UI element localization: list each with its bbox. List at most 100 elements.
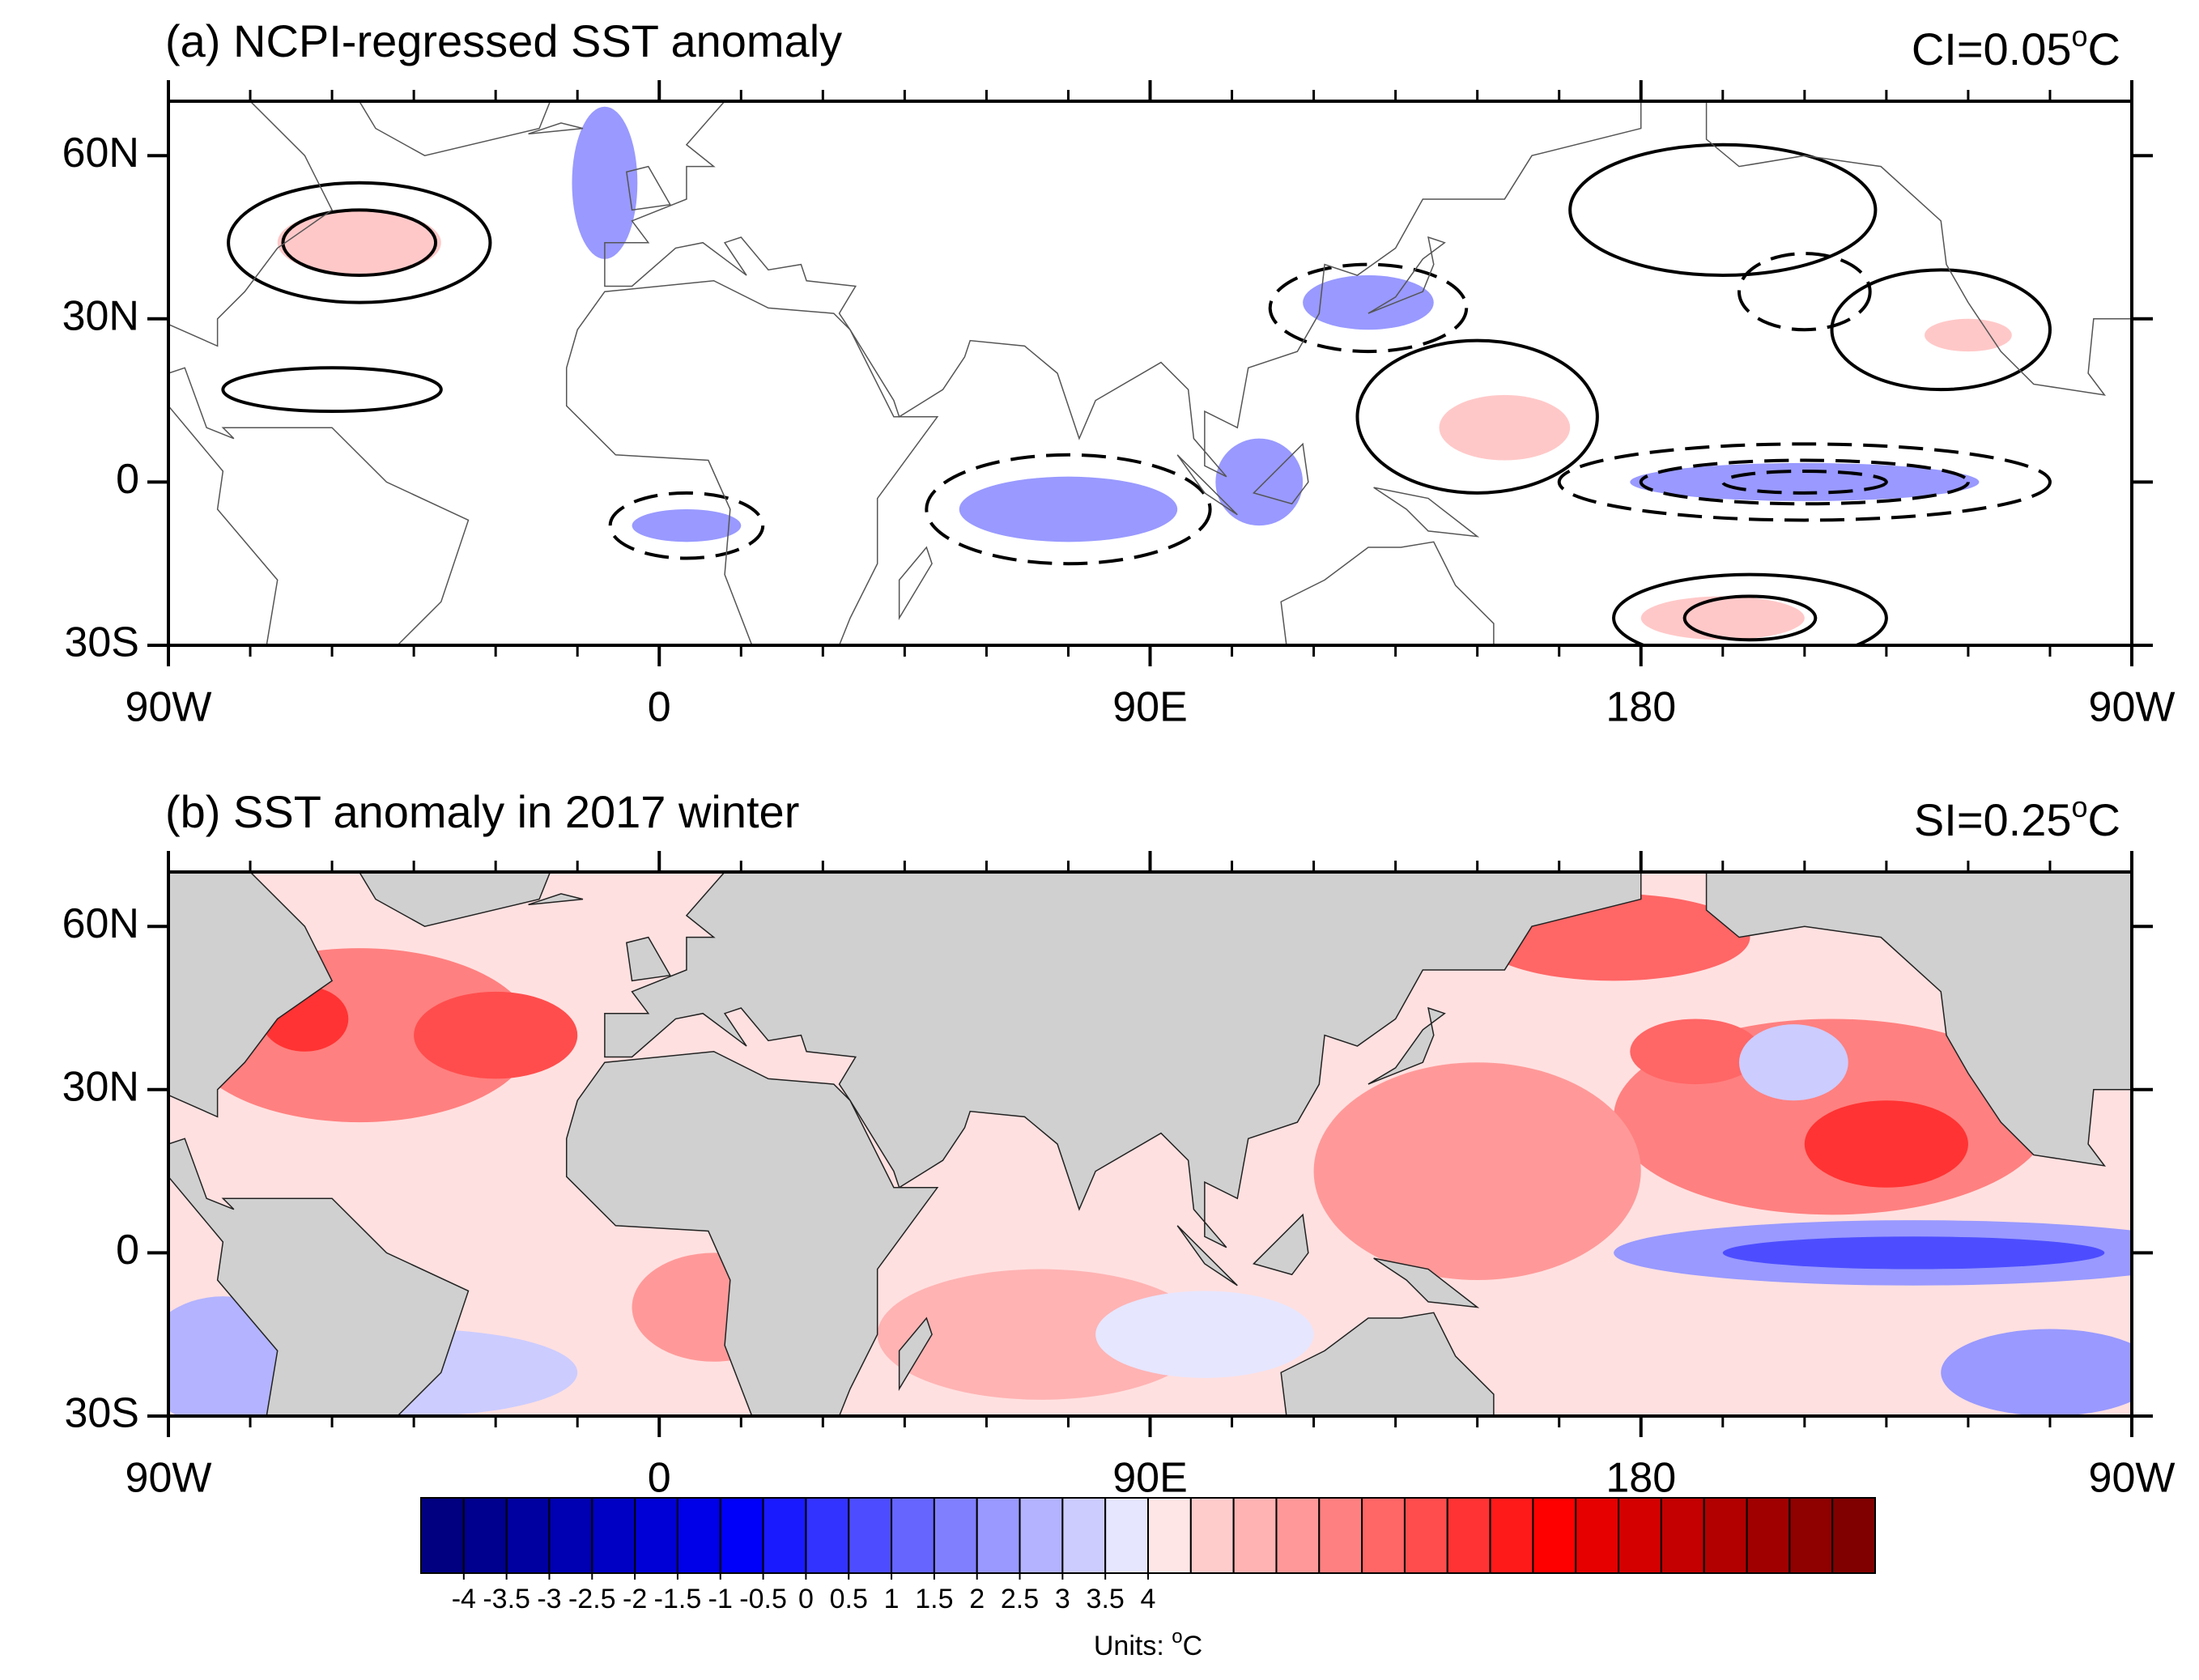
panel-title: (a) NCPI-regressed SST anomaly [165,15,842,66]
contour [925,453,1212,566]
x-tick-label: 90E [1112,684,1188,731]
contour [1268,262,1469,354]
land [625,936,671,982]
land [168,872,334,1118]
colorbar-label: 2 [969,1584,985,1614]
significant-region [1925,318,2012,352]
colorbar-box [848,1497,893,1574]
land [565,279,939,645]
colorbar-box [1318,1497,1363,1574]
units-text: Units: [1094,1631,1172,1661]
land [1280,1312,1495,1416]
colorbar-box [420,1497,465,1574]
land [1253,442,1309,505]
map [168,101,2132,645]
land [1176,1225,1238,1287]
land [898,1316,933,1392]
colorbar-box [676,1497,721,1574]
contour [608,491,765,560]
land [168,1138,470,1416]
x-tick-label: 180 [1606,684,1676,731]
anomaly-region [1941,1329,2132,1416]
note-unit: C [2088,794,2120,845]
land [1367,236,1446,314]
colorbar-label: 0 [798,1584,814,1614]
colorbar-box [933,1497,978,1574]
colorbar-box [591,1497,636,1574]
x-tick-label: 90W [125,1455,212,1502]
land [604,101,1642,478]
note-text: SI=0.25 [1914,794,2072,845]
land [168,367,470,645]
colorbar-label: 1 [884,1584,900,1614]
colorbar-box [1147,1497,1192,1574]
colorbar-label: -2.5 [568,1584,616,1614]
land [1176,454,1238,516]
x-tick-label: 90W [2089,684,2176,731]
land [528,122,584,135]
colorbar-label: -0.5 [739,1584,787,1614]
significant-region [1640,596,1805,640]
land [168,101,334,347]
colorbar-label: -4 [452,1584,476,1614]
contour [1355,338,1599,495]
land [1373,487,1480,538]
colorbar-label: -2 [623,1584,647,1614]
contour [1568,142,1878,278]
land [898,546,933,621]
interval-note: SI=0.25oC [1914,790,2120,845]
x-tick-label: 90W [2089,1455,2176,1502]
anomaly-region [1722,1236,2105,1270]
land [1705,101,2132,396]
contour [1682,594,1818,642]
contour [1557,442,2052,522]
colorbar-box [505,1497,551,1574]
land [1280,541,1495,645]
x-tick-label: 180 [1606,1455,1676,1502]
y-tick-label: 60N [62,130,139,177]
note-text: CI=0.05 [1912,23,2072,74]
colorbar-box [548,1497,593,1574]
colorbar-box [1189,1497,1235,1574]
colorbar-label: 1.5 [915,1584,953,1614]
significant-region [959,476,1178,542]
anomaly-region [1739,1024,1848,1101]
colorbar-label: 0.5 [830,1584,868,1614]
colorbar-box [1831,1497,1877,1574]
significant-region [572,106,638,259]
colorbar-box [1618,1497,1662,1574]
units-label: Units: oC [1094,1626,1202,1661]
note-unit: C [2088,23,2120,74]
contour [1738,252,1872,332]
colorbar-box [1446,1497,1491,1574]
colorbar-box [1232,1497,1278,1574]
land [1253,1213,1309,1276]
land [358,101,551,156]
x-tick-label: 0 [648,684,671,731]
colorbar-box [762,1497,807,1574]
land [1705,872,2132,1167]
colorbar-box [634,1497,678,1574]
colorbar-label: -1 [708,1584,733,1614]
colorbar-box [1575,1497,1620,1574]
colorbar-box [462,1497,508,1574]
colorbar-box [1703,1497,1748,1574]
colorbar-label: 2.5 [1001,1584,1039,1614]
significant-region [632,509,742,542]
significant-region [1215,438,1304,526]
colorbar-box [1660,1497,1705,1574]
contour [1830,268,2052,392]
colorbar-box [976,1497,1021,1574]
ocean [168,101,2132,645]
map [168,872,2132,1416]
units-sup: o [1172,1626,1182,1648]
contour [227,181,492,304]
x-tick-label: 0 [648,1455,671,1502]
colorbar-box [805,1497,850,1574]
anomaly-region [1313,1062,1641,1280]
colorbar-box [1746,1497,1791,1574]
contour [1639,458,1970,506]
contour [1720,469,1888,495]
note-sup: o [2072,790,2088,823]
y-tick-label: 30N [62,293,139,340]
